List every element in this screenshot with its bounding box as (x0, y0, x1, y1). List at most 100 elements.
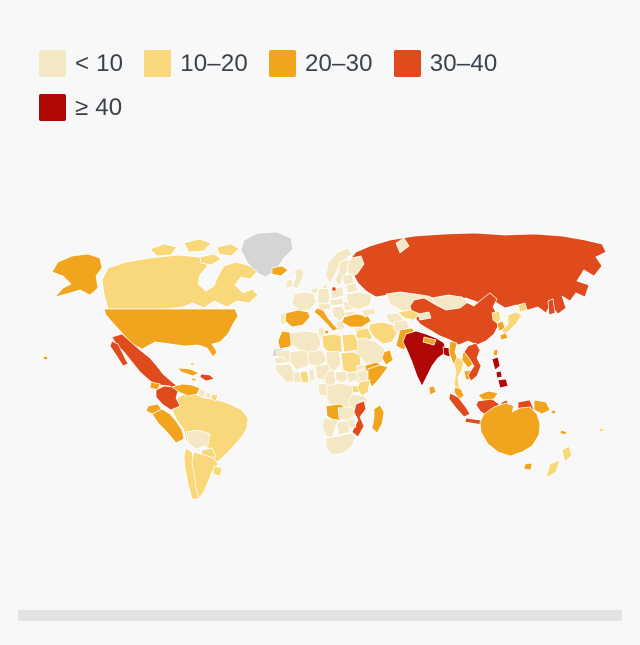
country-hispaniola[interactable] (199, 373, 215, 382)
country-zambia[interactable] (337, 406, 357, 422)
country-cuba[interactable] (177, 367, 200, 377)
country-namibia[interactable] (321, 417, 339, 439)
country-usa-mainland[interactable] (103, 308, 239, 358)
country-sri-lanka[interactable] (428, 385, 437, 396)
country-north-korea[interactable] (491, 310, 502, 324)
country-mongolia[interactable] (431, 294, 469, 311)
country-senegal[interactable] (273, 356, 287, 365)
country-portugal[interactable] (279, 312, 287, 326)
country-india[interactable] (402, 330, 447, 387)
country-thailand[interactable] (453, 356, 465, 394)
country-french-guiana[interactable] (210, 393, 219, 402)
country-uruguay[interactable] (212, 465, 223, 477)
country-madagascar[interactable] (371, 404, 385, 434)
country-peru[interactable] (151, 408, 185, 444)
country-japan-kyushu[interactable] (499, 332, 509, 341)
country-greenland[interactable] (240, 231, 294, 278)
country-malaysia-peninsula[interactable] (453, 386, 465, 400)
country-malaysia-borneo[interactable] (477, 390, 499, 401)
country-canada-arctic-2[interactable] (183, 238, 212, 253)
country-philippines-mindanao[interactable] (497, 378, 509, 389)
country-bangladesh[interactable] (442, 346, 451, 358)
country-eritrea[interactable] (355, 363, 367, 372)
country-united-kingdom[interactable] (290, 267, 305, 290)
country-new-zealand-south[interactable] (545, 459, 561, 479)
country-libya[interactable] (321, 333, 343, 355)
country-guyana[interactable] (197, 388, 207, 399)
country-russia-sakhalin[interactable] (547, 298, 556, 316)
country-west-africa[interactable] (274, 363, 296, 384)
country-algeria[interactable] (289, 330, 322, 355)
country-turkey[interactable] (341, 313, 372, 328)
country-iran[interactable] (368, 321, 398, 345)
country-papua-new-guinea[interactable] (533, 399, 551, 415)
country-saudi-arabia[interactable] (350, 337, 388, 367)
country-brazil[interactable] (171, 392, 249, 466)
country-usa-alaska[interactable] (51, 253, 103, 298)
country-germany[interactable] (317, 287, 331, 306)
country-france[interactable] (291, 291, 317, 312)
country-finland[interactable] (346, 255, 365, 279)
country-mozambique[interactable] (351, 400, 367, 438)
country-kenya[interactable] (356, 379, 371, 397)
country-suriname[interactable] (204, 391, 213, 400)
country-sweden[interactable] (334, 258, 351, 287)
legend-item-lt10: < 10 (39, 50, 123, 77)
country-new-zealand-north[interactable] (561, 445, 573, 463)
country-oman[interactable] (381, 349, 394, 366)
country-italy[interactable] (313, 307, 339, 332)
country-spain[interactable] (283, 309, 311, 328)
country-canada-arctic-1[interactable] (149, 243, 178, 257)
country-iceland[interactable] (271, 265, 289, 277)
country-japan-honshu[interactable] (501, 311, 523, 335)
country-somalia[interactable] (367, 364, 389, 388)
country-ukraine[interactable] (345, 291, 373, 311)
country-balkans[interactable] (331, 305, 347, 322)
country-ghana[interactable] (299, 370, 310, 384)
country-south-sudan[interactable] (345, 371, 360, 384)
country-australia-tasmania[interactable] (523, 462, 533, 471)
country-botswana[interactable] (335, 420, 351, 436)
country-philippines-visayas[interactable] (495, 370, 503, 379)
country-colombia[interactable] (155, 385, 181, 411)
country-baltics[interactable] (341, 273, 355, 286)
country-egypt[interactable] (341, 333, 359, 353)
country-solomon-islands[interactable] (550, 409, 557, 415)
country-benin[interactable] (308, 368, 316, 382)
country-mexico-baja[interactable] (109, 340, 129, 367)
country-benelux[interactable] (310, 287, 319, 295)
country-fiji[interactable] (598, 427, 605, 433)
country-indonesia-sumatra[interactable] (448, 392, 471, 418)
country-usa-hawaii[interactable] (42, 355, 49, 361)
horizontal-scrollbar[interactable] (18, 610, 622, 621)
country-niger[interactable] (307, 349, 328, 368)
country-new-caledonia[interactable] (559, 429, 568, 436)
country-bahamas[interactable] (189, 361, 196, 367)
country-alpine-europe[interactable] (317, 302, 332, 311)
country-belarus[interactable] (345, 282, 359, 294)
country-uzbekistan[interactable] (397, 309, 421, 321)
country-mali[interactable] (289, 349, 311, 371)
country-south-africa[interactable] (325, 432, 357, 456)
country-canada-arctic-3[interactable] (216, 243, 240, 257)
country-vietnam[interactable] (463, 342, 482, 382)
country-caucasus[interactable] (361, 307, 377, 318)
country-canada[interactable] (101, 254, 259, 310)
country-kaliningrad-dot[interactable] (331, 286, 337, 292)
country-bolivia[interactable] (185, 429, 211, 450)
country-canada-arctic-4[interactable] (199, 253, 222, 266)
country-taiwan[interactable] (492, 348, 499, 357)
country-australia[interactable] (479, 402, 541, 457)
country-arctic-islands[interactable] (395, 237, 410, 254)
country-russia[interactable] (347, 232, 607, 315)
country-gabon[interactable] (317, 382, 329, 397)
country-nepal[interactable] (422, 336, 437, 346)
country-japan-hokkaido[interactable] (517, 302, 528, 313)
country-ireland[interactable] (285, 278, 294, 290)
country-venezuela[interactable] (171, 383, 201, 397)
country-argentina[interactable] (191, 451, 219, 499)
country-chad[interactable] (325, 350, 342, 373)
country-philippines-luzon[interactable] (491, 356, 501, 371)
country-kyrgyzstan[interactable] (417, 311, 432, 321)
country-jamaica[interactable] (190, 377, 198, 382)
